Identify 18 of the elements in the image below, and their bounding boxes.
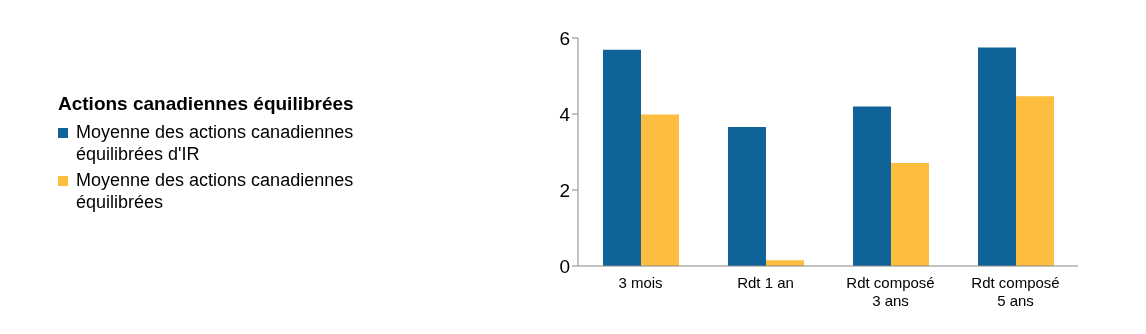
bar <box>603 49 641 266</box>
x-tick-label: Rdt 1 an <box>737 274 794 291</box>
x-tick-label: 3 mois <box>618 274 663 291</box>
legend-label: Moyenne des actions canadiennes équilibrées <box>76 169 355 213</box>
bar <box>891 163 929 266</box>
y-tick-label: 0 <box>559 255 570 277</box>
bar <box>1016 96 1054 266</box>
y-tick-label: 6 <box>559 27 570 49</box>
legend-label: Moyenne des actions canadiennes équilibrées d'IR <box>76 121 355 165</box>
bar <box>853 106 891 266</box>
x-tick-label: Rdt composé 5 ans <box>971 274 1060 309</box>
x-tick-label: Rdt composé 3 ans <box>846 274 935 309</box>
bar <box>978 47 1016 266</box>
bar <box>728 126 766 266</box>
y-tick-label: 4 <box>559 103 571 125</box>
bar <box>641 114 679 266</box>
legend-title: Actions canadiennes équilibrées <box>58 93 355 115</box>
y-tick-label: 2 <box>559 179 570 201</box>
